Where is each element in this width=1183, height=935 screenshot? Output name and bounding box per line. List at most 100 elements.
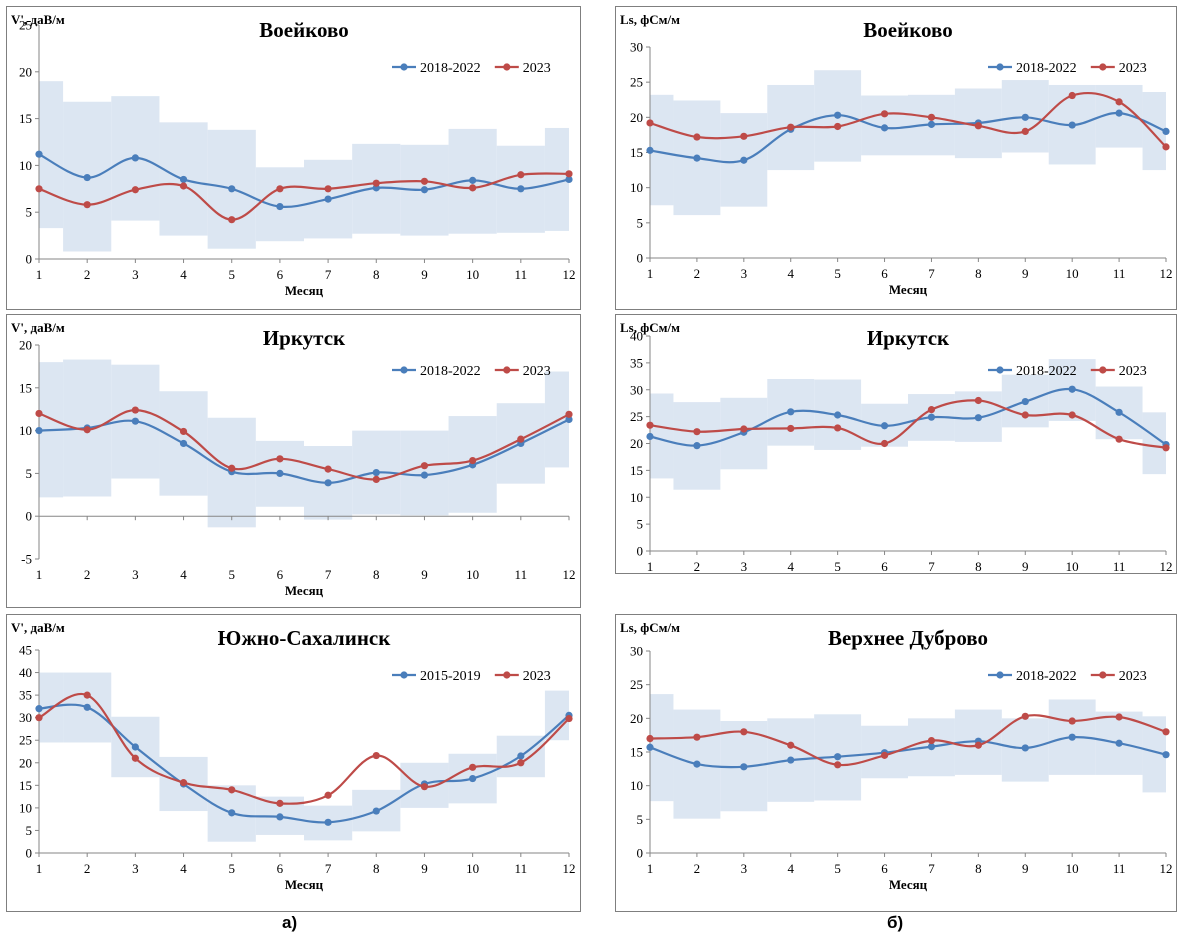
data-point xyxy=(1162,127,1170,135)
y-axis: 0 5 10 15 20 25 30 xyxy=(630,40,651,266)
y-tick-label: 10 xyxy=(630,490,643,505)
series-1 xyxy=(646,733,1170,771)
x-tick-label: 2 xyxy=(694,559,701,573)
data-point xyxy=(787,123,795,131)
data-point xyxy=(693,760,701,768)
data-point xyxy=(834,122,842,131)
legend: 2018-2022 2023 xyxy=(988,364,1147,379)
chart-panel-left-3: 0 5 10 15 20 25 30 35 40 45 1 2 3 4 5 6 7 8 9 10 11 12 Южно-Са… xyxy=(6,614,581,912)
data-point xyxy=(276,799,284,807)
x-tick-label: 11 xyxy=(515,267,528,282)
data-point xyxy=(974,741,982,749)
data-point xyxy=(646,734,654,743)
legend: 2018-2022 2023 xyxy=(988,61,1147,76)
y-tick-label: 40 xyxy=(630,329,643,344)
series-line xyxy=(38,692,570,805)
data-point xyxy=(834,111,842,119)
data-point xyxy=(646,421,654,429)
data-point xyxy=(740,728,748,736)
data-point xyxy=(927,743,936,751)
data-point xyxy=(131,186,139,194)
y-tick-label: 0 xyxy=(637,544,644,559)
y-tick-label: 15 xyxy=(19,778,32,793)
data-point xyxy=(1162,143,1170,151)
data-point xyxy=(179,175,188,184)
x-tick-label: 2 xyxy=(84,861,91,876)
data-point xyxy=(740,132,748,140)
data-point xyxy=(927,413,936,421)
data-point xyxy=(646,119,654,127)
data-point xyxy=(1068,385,1076,393)
data-point xyxy=(1068,733,1076,741)
data-point xyxy=(927,406,936,414)
uncertainty-band xyxy=(39,359,569,528)
data-point xyxy=(834,411,842,419)
y-tick-label: 10 xyxy=(19,158,32,173)
x-axis: 1 2 3 4 5 6 7 8 9 10 11 12 xyxy=(647,257,1173,281)
data-point xyxy=(693,442,701,450)
data-point xyxy=(469,184,477,192)
x-tick-label: 8 xyxy=(373,567,380,582)
x-tick-label: 6 xyxy=(277,567,284,582)
x-tick-label: 1 xyxy=(647,266,654,281)
data-point xyxy=(1068,121,1076,129)
series-line xyxy=(38,153,570,208)
x-tick-label: 5 xyxy=(228,567,235,582)
data-point xyxy=(35,705,43,713)
x-tick-label: 1 xyxy=(36,861,43,876)
x-tick-label: 10 xyxy=(1066,861,1079,876)
x-tick-label: 1 xyxy=(36,267,43,282)
data-point xyxy=(1115,739,1123,747)
data-point xyxy=(517,171,525,179)
data-point xyxy=(276,202,284,211)
data-point xyxy=(372,179,380,187)
x-tick-label: 4 xyxy=(180,267,187,282)
band-segment xyxy=(1142,716,1166,793)
data-point xyxy=(1115,435,1123,443)
chart-title: Верхнее Дуброво xyxy=(828,626,988,650)
x-tick-label: 5 xyxy=(228,267,235,282)
x-axis-label: Месяц xyxy=(285,877,324,892)
x-tick-label: 4 xyxy=(180,861,187,876)
chart-title: Южно-Сахалинск xyxy=(218,626,392,650)
series-2 xyxy=(646,712,1170,769)
data-point xyxy=(83,703,91,711)
chart-title: Воейково xyxy=(259,18,348,42)
x-tick-label: 1 xyxy=(647,861,654,876)
data-point xyxy=(787,741,795,749)
y-tick-label: 10 xyxy=(19,800,32,815)
data-point xyxy=(35,427,43,435)
data-point xyxy=(880,110,889,118)
data-point xyxy=(420,462,429,470)
data-point xyxy=(834,753,842,761)
legend: 2018-2022 2023 xyxy=(392,364,551,379)
data-point xyxy=(35,185,43,193)
x-tick-label: 6 xyxy=(881,266,888,281)
band-segment xyxy=(1142,92,1166,171)
uncertainty-band xyxy=(650,359,1166,490)
data-point xyxy=(646,432,654,441)
x-tick-label: 12 xyxy=(563,567,576,582)
legend-marker xyxy=(1099,366,1107,374)
y-axis: 0 5 10 15 20 25 xyxy=(19,18,40,267)
x-tick-label: 4 xyxy=(787,861,794,876)
y-tick-label: 15 xyxy=(630,463,643,478)
x-tick-label: 12 xyxy=(1160,559,1173,573)
series-1 xyxy=(646,109,1170,164)
data-point xyxy=(974,414,982,422)
x-tick-label: 6 xyxy=(277,267,284,282)
data-point xyxy=(228,216,236,224)
data-point xyxy=(880,439,889,448)
series-line xyxy=(649,387,1167,447)
legend-label: 2015-2019 xyxy=(420,669,481,684)
x-tick-label: 3 xyxy=(132,567,139,582)
x-tick-label: 8 xyxy=(975,861,982,876)
data-point xyxy=(324,818,332,826)
x-axis-label: Месяц xyxy=(889,877,928,892)
x-tick-label: 11 xyxy=(1113,266,1126,281)
x-tick-label: 8 xyxy=(373,267,380,282)
data-point xyxy=(228,809,236,817)
y-tick-label: 5 xyxy=(26,205,33,220)
